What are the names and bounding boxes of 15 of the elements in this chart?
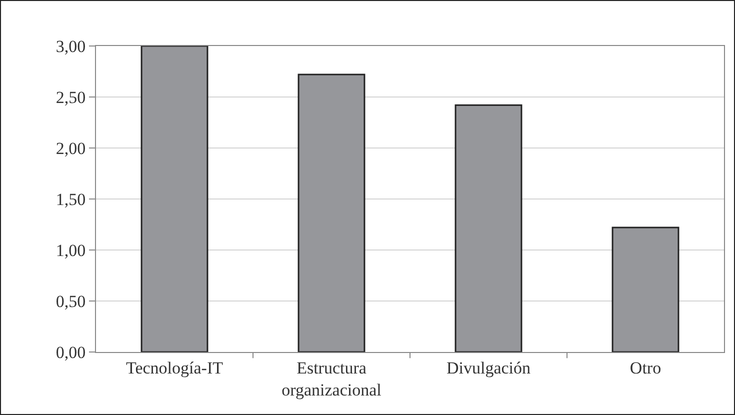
x-tick-label: Divulgación bbox=[446, 358, 532, 378]
bar bbox=[454, 104, 522, 352]
bar bbox=[140, 46, 208, 352]
y-tick-label: 2,00 bbox=[56, 138, 86, 158]
x-tick-label: Estructura organizacional bbox=[282, 358, 382, 400]
y-tick-label: 2,50 bbox=[56, 88, 86, 107]
x-tick-label: Tecnología-IT bbox=[126, 358, 224, 378]
y-tick-label: 1,50 bbox=[56, 190, 86, 209]
y-tick-label: 3,00 bbox=[56, 36, 86, 56]
bar bbox=[298, 74, 366, 352]
y-tick-label: 0,00 bbox=[56, 342, 86, 362]
bar bbox=[612, 226, 680, 352]
y-tick-label: 0,50 bbox=[56, 292, 86, 311]
y-tick-label: 1,00 bbox=[56, 240, 86, 260]
x-tick-label: Otro bbox=[630, 358, 662, 378]
